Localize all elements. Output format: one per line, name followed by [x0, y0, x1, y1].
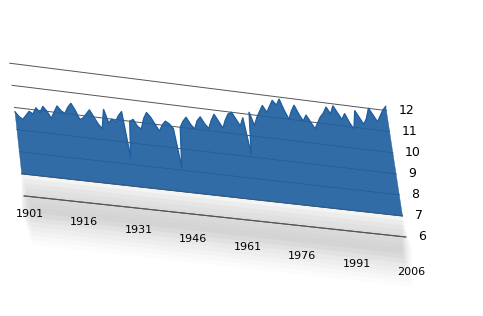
Text: 10: 10 [405, 146, 421, 159]
Text: 6: 6 [418, 230, 426, 244]
Text: 1991: 1991 [342, 259, 371, 269]
Polygon shape [28, 193, 408, 273]
Text: 8: 8 [412, 188, 419, 201]
Text: 12: 12 [398, 104, 414, 117]
Polygon shape [15, 99, 402, 216]
Polygon shape [26, 188, 407, 268]
Polygon shape [29, 198, 410, 277]
Text: 1961: 1961 [233, 242, 262, 252]
Text: 1901: 1901 [15, 209, 43, 219]
Text: 2006: 2006 [397, 267, 425, 277]
Polygon shape [25, 183, 405, 263]
Text: 1946: 1946 [179, 234, 207, 244]
Text: 1976: 1976 [288, 251, 316, 261]
Text: 1931: 1931 [125, 225, 153, 235]
Text: 1916: 1916 [70, 217, 98, 227]
Polygon shape [22, 174, 402, 254]
Text: 11: 11 [402, 125, 417, 138]
Text: 9: 9 [408, 167, 416, 180]
Polygon shape [23, 179, 404, 258]
Text: 7: 7 [414, 210, 423, 222]
